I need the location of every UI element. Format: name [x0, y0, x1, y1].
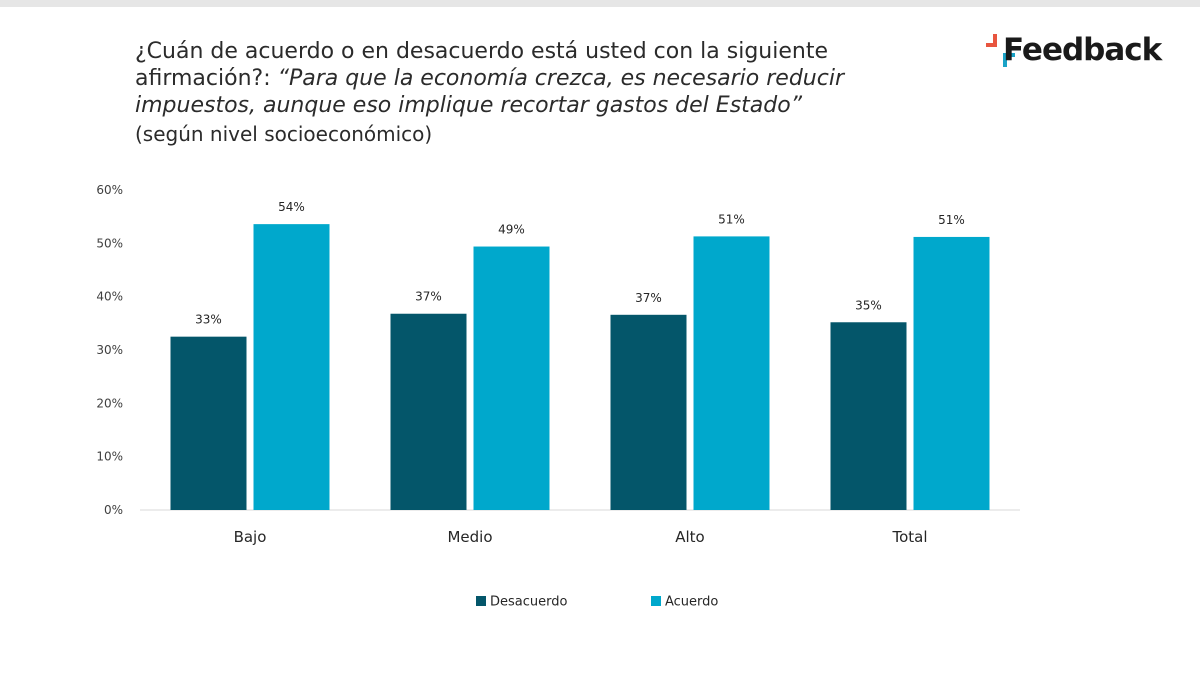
- feedback-logo: Feedback: [986, 32, 1176, 74]
- bar-desacuerdo-medio: [390, 313, 467, 510]
- chart-title: ¿Cuán de acuerdo o en desacuerdo está us…: [135, 38, 935, 119]
- data-label: 37%: [415, 290, 442, 304]
- bar-desacuerdo-total: [830, 322, 907, 510]
- x-category-label: Alto: [675, 528, 705, 546]
- y-tick-label: 60%: [96, 183, 123, 197]
- bar-acuerdo-alto: [693, 236, 770, 510]
- data-label: 37%: [635, 291, 662, 305]
- legend-swatch-acuerdo: [651, 596, 661, 606]
- legend-label: Acuerdo: [665, 595, 718, 610]
- title-lead: ¿Cuán de acuerdo o en desacuerdo está us…: [135, 39, 828, 91]
- y-tick-label: 0%: [104, 503, 123, 517]
- top-strip: [0, 0, 1200, 7]
- chart-subtitle: (según nivel socioeconómico): [135, 122, 433, 146]
- logo-red-bar-vertical: [993, 34, 997, 47]
- legend-swatch-desacuerdo: [476, 596, 486, 606]
- data-label: 33%: [195, 313, 222, 327]
- logo-teal-bar-horizontal: [1003, 53, 1015, 57]
- bar-desacuerdo-alto: [610, 314, 687, 510]
- data-label: 49%: [498, 223, 525, 237]
- data-label: 54%: [278, 200, 305, 214]
- x-category-label: Bajo: [234, 528, 267, 546]
- data-label: 51%: [718, 212, 745, 226]
- data-label: 35%: [855, 298, 882, 312]
- logo-text: Feedback: [1003, 32, 1162, 68]
- y-tick-label: 30%: [96, 343, 123, 357]
- y-tick-label: 20%: [96, 396, 123, 410]
- y-tick-label: 10%: [96, 450, 123, 464]
- y-tick-label: 40%: [96, 290, 123, 304]
- legend-label: Desacuerdo: [490, 595, 568, 610]
- logo-teal-bar-vertical: [1003, 53, 1007, 67]
- logo-red-bar-horizontal: [986, 43, 997, 47]
- bar-desacuerdo-bajo: [170, 336, 247, 510]
- bar-acuerdo-bajo: [253, 224, 330, 510]
- x-category-label: Total: [891, 528, 927, 546]
- bar-acuerdo-medio: [473, 246, 550, 511]
- bar-acuerdo-total: [913, 236, 990, 510]
- y-tick-label: 50%: [96, 236, 123, 250]
- x-category-label: Medio: [447, 528, 492, 546]
- data-label: 51%: [938, 213, 965, 227]
- title-quote: “Para que la economía crezca, es necesar…: [135, 66, 844, 118]
